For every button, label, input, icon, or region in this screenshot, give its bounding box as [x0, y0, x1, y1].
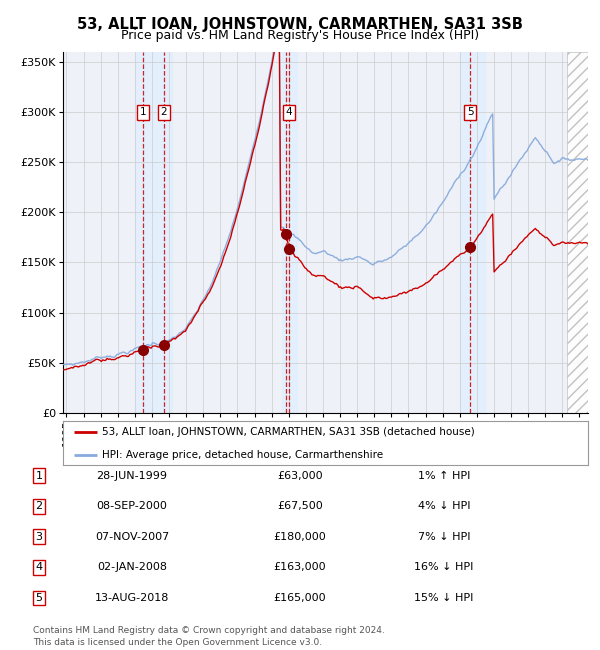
Text: 5: 5 — [35, 593, 43, 603]
Text: 2: 2 — [35, 501, 43, 512]
Text: 4: 4 — [286, 107, 292, 117]
Text: 28-JUN-1999: 28-JUN-1999 — [97, 471, 167, 481]
Bar — [460, 52, 485, 413]
Bar — [282, 52, 297, 413]
Text: 02-JAN-2008: 02-JAN-2008 — [97, 562, 167, 573]
Text: 53, ALLT Ioan, JOHNSTOWN, CARMARTHEN, SA31 3SB (detached house): 53, ALLT Ioan, JOHNSTOWN, CARMARTHEN, SA… — [103, 428, 475, 437]
Text: 1% ↑ HPI: 1% ↑ HPI — [418, 471, 470, 481]
Text: £165,000: £165,000 — [274, 593, 326, 603]
Text: 4: 4 — [35, 562, 43, 573]
Text: 07-NOV-2007: 07-NOV-2007 — [95, 532, 169, 542]
Text: 15% ↓ HPI: 15% ↓ HPI — [415, 593, 473, 603]
Text: 53, ALLT IOAN, JOHNSTOWN, CARMARTHEN, SA31 3SB: 53, ALLT IOAN, JOHNSTOWN, CARMARTHEN, SA… — [77, 17, 523, 32]
Bar — [135, 52, 172, 413]
Text: 5: 5 — [467, 107, 473, 117]
Text: Price paid vs. HM Land Registry's House Price Index (HPI): Price paid vs. HM Land Registry's House … — [121, 29, 479, 42]
Text: HPI: Average price, detached house, Carmarthenshire: HPI: Average price, detached house, Carm… — [103, 450, 383, 460]
Text: 16% ↓ HPI: 16% ↓ HPI — [415, 562, 473, 573]
Text: 3: 3 — [35, 532, 43, 542]
Text: 7% ↓ HPI: 7% ↓ HPI — [418, 532, 470, 542]
Text: 1: 1 — [35, 471, 43, 481]
Text: 1: 1 — [140, 107, 146, 117]
Text: Contains HM Land Registry data © Crown copyright and database right 2024.: Contains HM Land Registry data © Crown c… — [33, 626, 385, 635]
Text: £163,000: £163,000 — [274, 562, 326, 573]
Text: £63,000: £63,000 — [277, 471, 323, 481]
Text: 13-AUG-2018: 13-AUG-2018 — [95, 593, 169, 603]
Text: 08-SEP-2000: 08-SEP-2000 — [97, 501, 167, 512]
Text: This data is licensed under the Open Government Licence v3.0.: This data is licensed under the Open Gov… — [33, 638, 322, 647]
Text: 4% ↓ HPI: 4% ↓ HPI — [418, 501, 470, 512]
Text: £180,000: £180,000 — [274, 532, 326, 542]
Text: £67,500: £67,500 — [277, 501, 323, 512]
Text: 2: 2 — [160, 107, 167, 117]
